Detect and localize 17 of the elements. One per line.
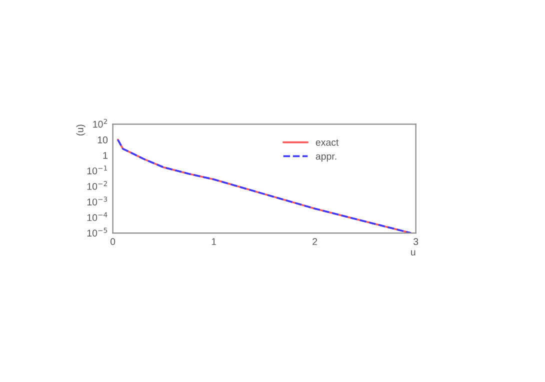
y-tick-label: 1	[103, 152, 108, 159]
y-tick-label: 10$^{−2}$	[87, 181, 107, 190]
x-axis-title: u	[411, 250, 416, 256]
y-tick-label: 10$^{−4}$	[87, 212, 108, 222]
x-tick-label: 3	[414, 238, 418, 246]
y-tick-label: 10$^{−3}$	[87, 196, 108, 206]
x-tick-label: 1	[212, 238, 216, 245]
x-tick-label: 2	[312, 238, 318, 245]
legend-label: exact	[316, 139, 339, 146]
y-tick-label: 10$^{2}$	[93, 118, 107, 128]
legend-label: appr.	[316, 154, 336, 162]
y-tick-label: 10	[98, 136, 108, 144]
y-tick-label: 10$^{−1}$	[87, 166, 107, 174]
x-tick-label: 0	[110, 238, 116, 246]
y-axis-title: (u)	[76, 124, 86, 136]
line-series	[116, 138, 412, 234]
y-tick-label: 10$^{−5}$	[87, 228, 108, 237]
